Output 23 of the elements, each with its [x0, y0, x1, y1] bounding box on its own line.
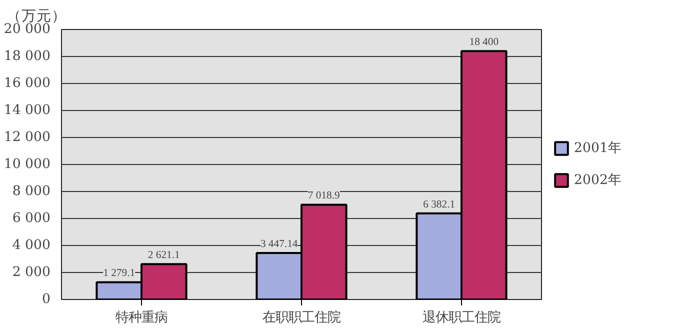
- data-label: 2 621.1: [148, 250, 180, 262]
- y-axis-title: （万元）: [6, 8, 66, 24]
- y-tick-label: 16 000: [4, 76, 51, 91]
- y-tick-label: 14 000: [4, 103, 51, 118]
- y-tick-label: 6 000: [12, 211, 50, 226]
- data-label: 1 279.1: [103, 268, 136, 280]
- x-tick-label: 在职职工住院: [262, 310, 340, 326]
- legend-label: 2002年: [574, 172, 621, 189]
- y-tick-label: 4 000: [12, 238, 50, 253]
- x-tick-label: 特种重病: [116, 310, 168, 326]
- x-tick-label: 退休职工住院: [422, 310, 500, 326]
- legend-label: 2001年: [574, 140, 621, 157]
- y-tick-label: 20 000: [4, 22, 51, 37]
- data-label: 6 382.1: [423, 199, 456, 210]
- y-tick-label: 18 000: [4, 49, 51, 64]
- data-label: 3 447.14: [260, 238, 298, 250]
- y-tick-label: 10 000: [4, 157, 51, 172]
- y-tick-label: 0: [42, 292, 51, 307]
- y-tick-label: 2 000: [12, 265, 50, 280]
- y-tick-label: 8 000: [12, 184, 50, 199]
- y-tick-label: 12 000: [4, 130, 51, 145]
- data-label: 18 400: [469, 37, 499, 48]
- data-label: 7 018.9: [308, 190, 340, 202]
